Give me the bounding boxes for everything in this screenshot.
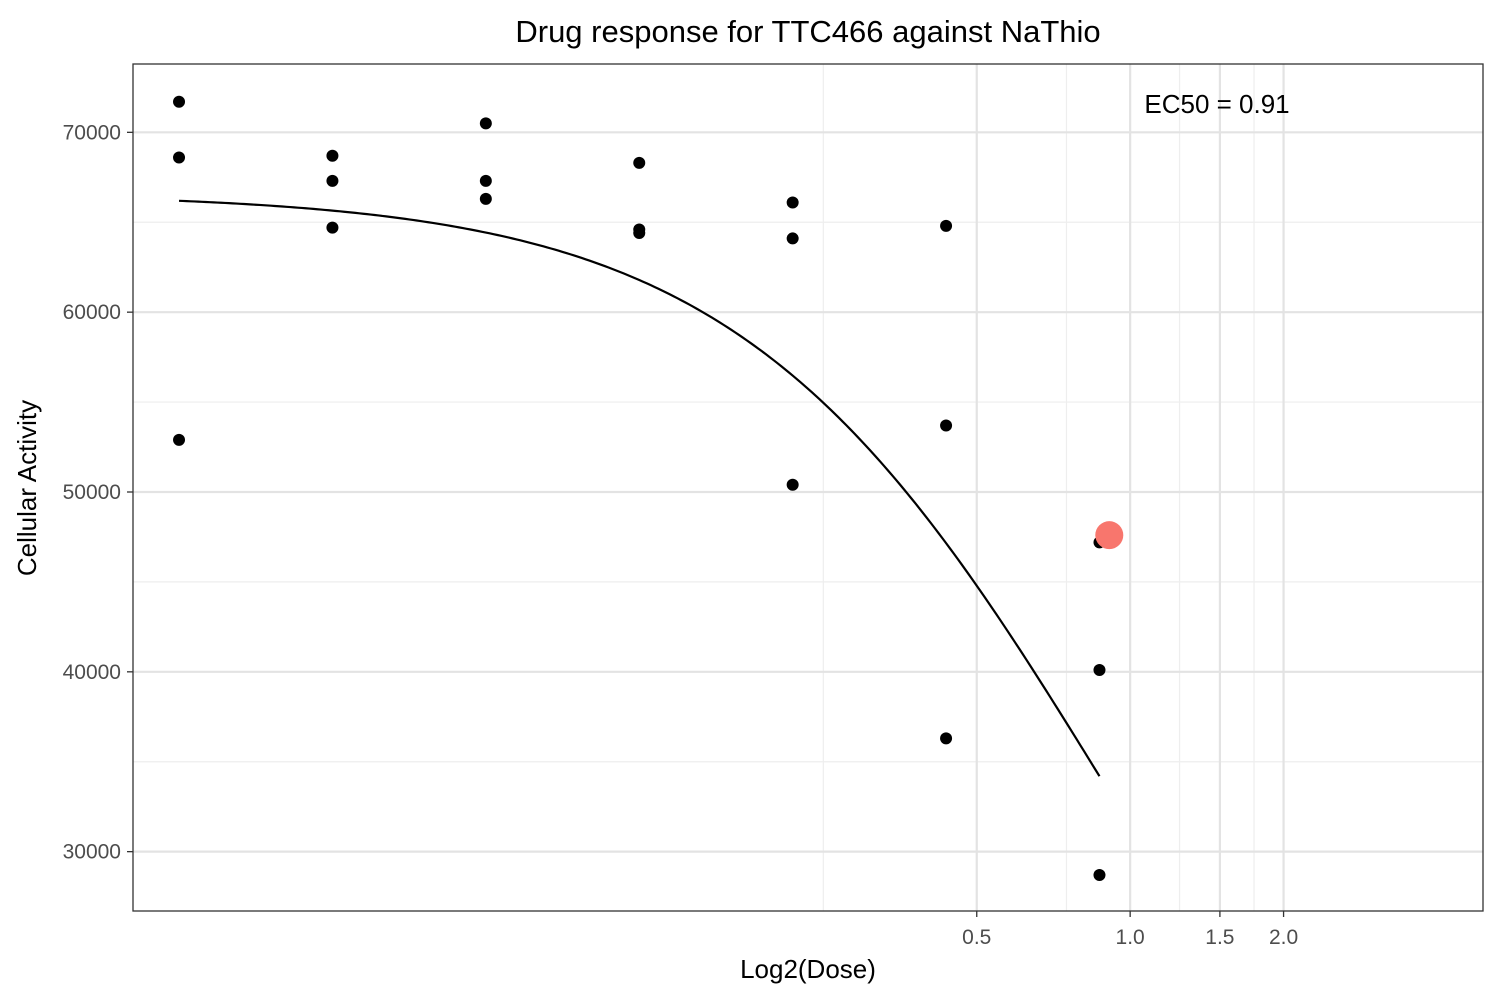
data-point bbox=[326, 221, 339, 234]
x-axis-title: Log2(Dose) bbox=[740, 954, 876, 984]
data-point bbox=[326, 149, 339, 162]
data-point bbox=[173, 433, 186, 446]
fit-curve bbox=[178, 199, 1101, 777]
y-tick-label: 70000 bbox=[63, 121, 121, 144]
y-tick-label: 50000 bbox=[63, 481, 121, 504]
x-tick-label: 1.5 bbox=[1205, 926, 1234, 949]
grid-layer bbox=[133, 64, 1483, 911]
data-point bbox=[786, 196, 799, 209]
x-tick-label: 1.0 bbox=[1116, 926, 1145, 949]
x-tick-label: 0.5 bbox=[962, 926, 991, 949]
fit-layer bbox=[178, 199, 1101, 777]
y-tick-label: 60000 bbox=[63, 301, 121, 324]
y-tick-label: 30000 bbox=[63, 841, 121, 864]
data-point bbox=[326, 174, 339, 187]
point-layer bbox=[173, 95, 1106, 882]
y-axis-title: Cellular Activity bbox=[12, 400, 42, 576]
data-point bbox=[786, 232, 799, 245]
data-point bbox=[1093, 664, 1106, 677]
ec50-point bbox=[1095, 521, 1124, 550]
x-tick-label: 2.0 bbox=[1269, 926, 1298, 949]
data-point bbox=[479, 192, 492, 205]
y-tick-label: 40000 bbox=[63, 661, 121, 684]
data-point bbox=[173, 95, 186, 108]
data-point bbox=[633, 156, 646, 169]
data-point bbox=[633, 227, 646, 240]
data-point bbox=[479, 117, 492, 130]
axis-layer: 30000 40000 50000 60000 70000 0.5 1.0 1.5 2.0 bbox=[63, 121, 1299, 949]
data-point bbox=[479, 174, 492, 187]
data-point bbox=[786, 478, 799, 491]
data-point bbox=[940, 419, 953, 432]
data-point bbox=[173, 151, 186, 164]
data-point bbox=[940, 219, 953, 232]
plot-panel-border bbox=[132, 63, 1484, 912]
data-point bbox=[940, 732, 953, 745]
ec50-layer bbox=[1095, 521, 1124, 550]
ec50-annotation: EC50 = 0.91 bbox=[1144, 89, 1289, 119]
data-point bbox=[1093, 869, 1106, 882]
chart-title: Drug response for TTC466 against NaThio bbox=[515, 14, 1100, 49]
